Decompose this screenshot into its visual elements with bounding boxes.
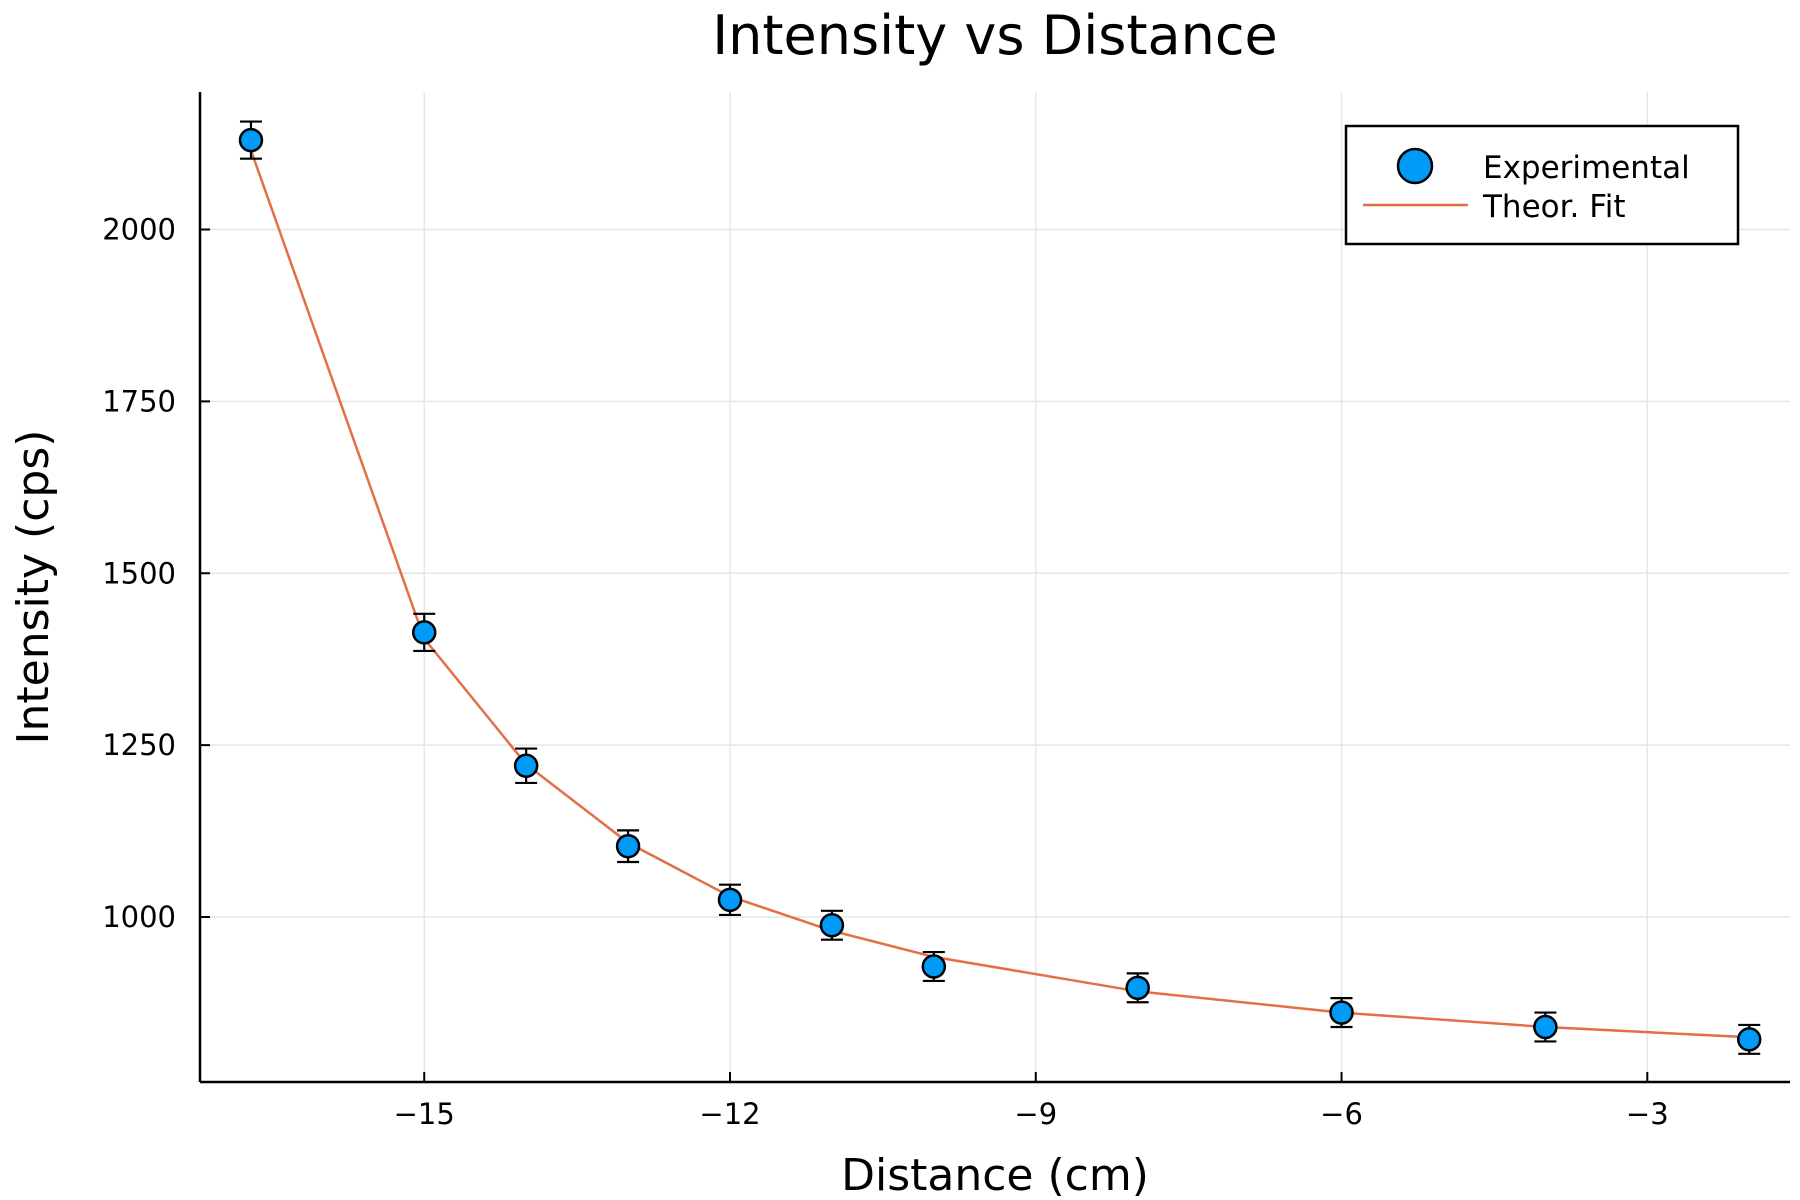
legend-label-theor-fit: Theor. Fit [1482,189,1626,225]
y-tick-label: 1500 [102,556,176,590]
data-point [819,913,845,938]
y-tick-label: 2000 [102,213,176,247]
data-point [411,620,437,645]
legend: Experimental Theor. Fit [1344,124,1740,246]
chart-title: Intensity vs Distance [712,4,1278,67]
y-ticks: 1000 1250 1500 1750 2000 [102,213,210,934]
data-point [1329,1000,1354,1025]
x-tick-label: −6 [1320,1097,1363,1131]
data-point [717,887,743,913]
x-tick-label: −9 [1014,1097,1057,1131]
y-tick-label: 1250 [102,728,176,762]
legend-marker-experimental [1396,147,1434,185]
plot-area [238,120,1762,1055]
x-ticks: −15 −12 −9 −6 −3 [394,1072,1669,1131]
data-point [1533,1014,1558,1040]
legend-box [1344,124,1740,246]
data-point [238,127,264,153]
legend-label-experimental: Experimental [1483,150,1690,186]
data-point [513,753,539,778]
data-point [1736,1027,1762,1052]
data-point [1125,975,1150,1001]
y-tick-label: 1000 [102,900,176,934]
fit-line [249,149,1750,1039]
x-tick-label: −15 [394,1097,455,1131]
y-axis-label: Intensity (cps) [8,430,59,745]
x-tick-label: −12 [699,1097,760,1131]
x-axis-label: Distance (cm) [841,1150,1149,1200]
data-point [921,954,947,979]
data-point [615,833,641,859]
y-tick-label: 1750 [102,384,176,418]
x-tick-label: −3 [1626,1097,1669,1131]
